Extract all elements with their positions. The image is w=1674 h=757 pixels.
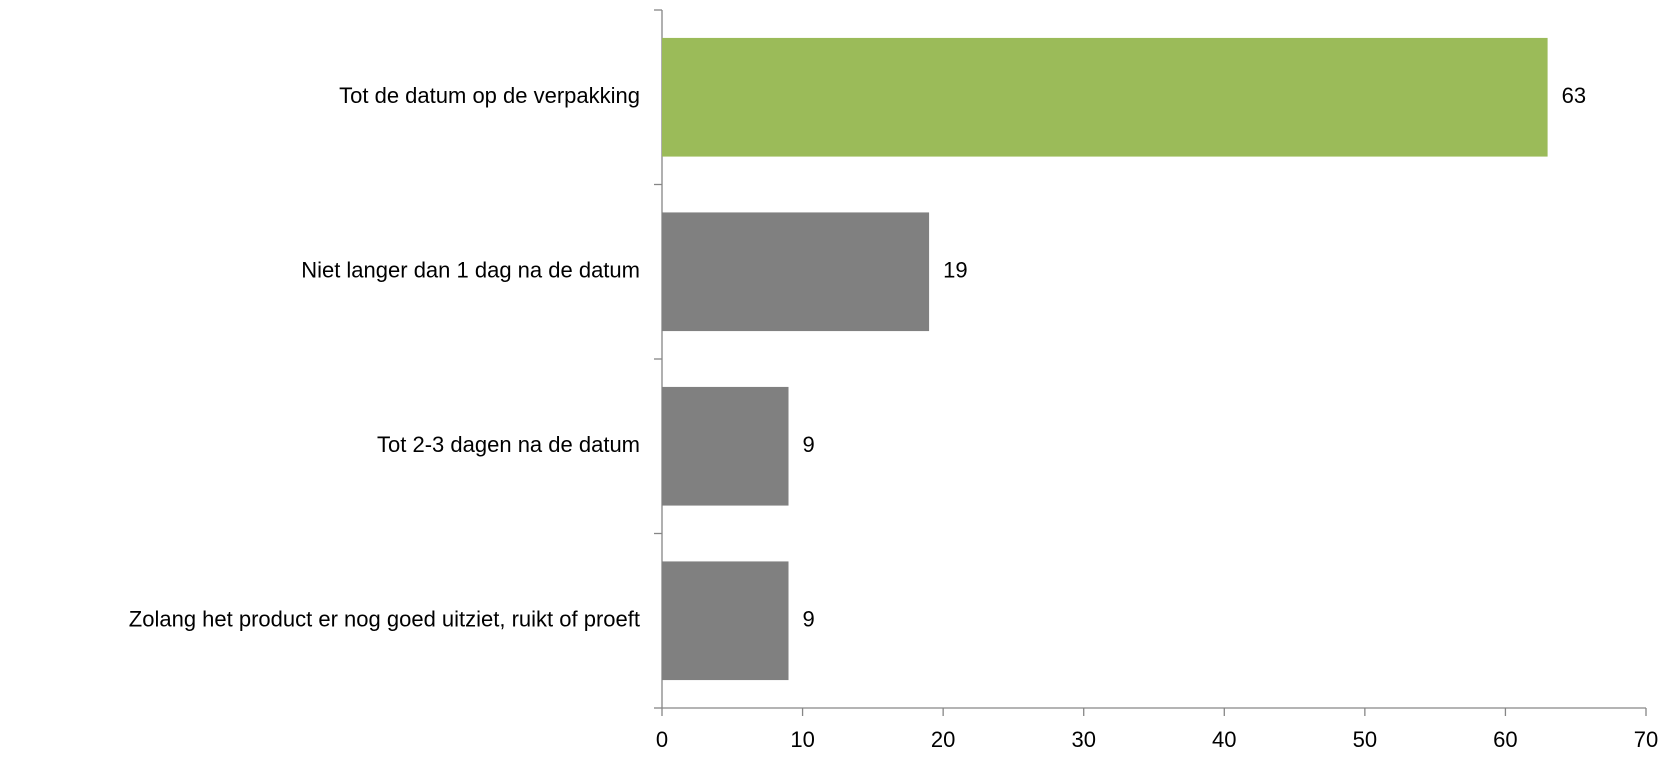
data-label: 63 <box>1562 83 1586 108</box>
data-label: 19 <box>943 258 967 283</box>
x-tick-label: 60 <box>1493 727 1517 752</box>
x-tick-label: 30 <box>1071 727 1095 752</box>
data-label: 9 <box>803 432 815 457</box>
x-tick-label: 40 <box>1212 727 1236 752</box>
x-tick-label: 20 <box>931 727 955 752</box>
bar <box>662 212 930 332</box>
x-tick-label: 70 <box>1634 727 1658 752</box>
data-label: 9 <box>803 607 815 632</box>
x-tick-label: 0 <box>656 727 668 752</box>
y-tick-label: Tot 2-3 dagen na de datum <box>377 432 640 457</box>
bar <box>662 37 1548 157</box>
y-tick-label: Zolang het product er nog goed uitziet, … <box>129 607 640 632</box>
bar <box>662 386 789 506</box>
x-tick-label: 10 <box>790 727 814 752</box>
y-tick-label: Tot de datum op de verpakking <box>339 83 640 108</box>
y-tick-label: Niet langer dan 1 dag na de datum <box>301 258 640 283</box>
bar <box>662 561 789 681</box>
x-tick-label: 50 <box>1353 727 1377 752</box>
